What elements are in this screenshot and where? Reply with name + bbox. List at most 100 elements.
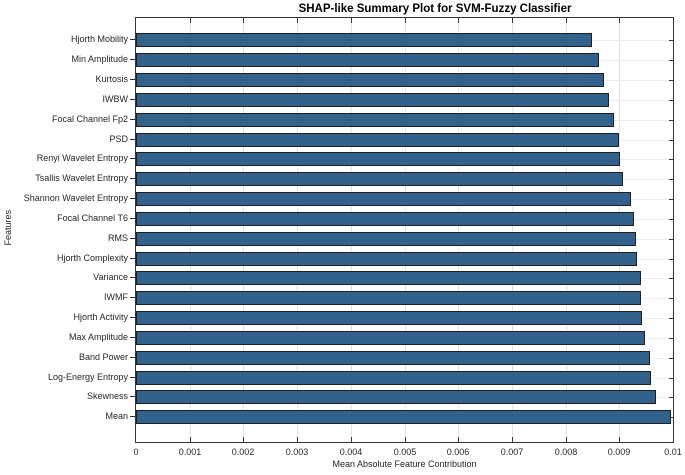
x-gridline — [405, 18, 406, 442]
y-tick-label: Log-Energy Entropy — [47, 372, 128, 382]
x-gridline — [458, 18, 459, 442]
bar — [136, 331, 645, 345]
y-axis-tick — [130, 178, 135, 179]
y-tick-label: Hjorth Activity — [73, 312, 128, 322]
x-tick-label: 0.001 — [178, 447, 202, 457]
bar — [136, 291, 641, 305]
y-axis-tick — [130, 238, 135, 239]
y-axis-tick — [669, 278, 673, 279]
y-axis-tick — [130, 396, 135, 397]
y-tick-label: Kurtosis — [95, 74, 128, 84]
y-tick-label: Mean — [105, 411, 128, 421]
x-gridline — [512, 18, 513, 442]
x-axis-tick — [566, 18, 567, 23]
bar — [136, 371, 651, 385]
bar — [136, 271, 641, 285]
y-axis-tick — [130, 198, 135, 199]
bar — [136, 172, 623, 186]
x-tick-label: 0.008 — [554, 447, 578, 457]
y-axis-tick — [669, 40, 673, 41]
y-tick-label: Shannon Wavelet Entropy — [23, 193, 128, 203]
y-tick-label: Hjorth Complexity — [56, 253, 128, 263]
x-tick-label: 0.005 — [393, 447, 417, 457]
x-tick-label: 0.006 — [446, 447, 470, 457]
bar — [136, 351, 650, 365]
bar — [136, 73, 604, 87]
x-axis-tick — [405, 18, 406, 23]
y-axis-tick — [669, 417, 673, 418]
y-axis-tick — [669, 318, 673, 319]
x-tick-label: 0.003 — [285, 447, 309, 457]
y-tick-label: IWMF — [104, 292, 128, 302]
y-tick-label: Renyi Wavelet Entropy — [36, 153, 128, 163]
bar — [136, 53, 599, 67]
bar — [136, 311, 642, 325]
y-axis-tick — [130, 277, 135, 278]
x-gridline — [297, 18, 298, 442]
y-axis-tick — [130, 377, 135, 378]
y-tick-label: Tsallis Wavelet Entropy — [35, 173, 128, 183]
y-axis-tick — [669, 397, 673, 398]
x-axis-tick — [297, 18, 298, 23]
x-tick-label: 0.002 — [231, 447, 255, 457]
bar — [136, 410, 671, 424]
bar — [136, 212, 634, 226]
y-axis-tick — [130, 218, 135, 219]
y-axis-tick — [130, 158, 135, 159]
chart-title: SHAP-like Summary Plot for SVM-Fuzzy Cla… — [298, 3, 572, 15]
bar — [136, 152, 620, 166]
y-axis-tick — [669, 378, 673, 379]
x-axis-tick — [512, 18, 513, 23]
y-tick-label: Max Amplitude — [68, 332, 128, 342]
bar — [136, 390, 656, 404]
y-tick-label: Hjorth Mobility — [70, 34, 128, 44]
y-axis-tick — [130, 337, 135, 338]
bar — [136, 192, 631, 206]
x-axis-tick — [243, 437, 244, 442]
y-axis-tick — [669, 298, 673, 299]
x-gridline — [619, 18, 620, 442]
x-axis-tick — [566, 437, 567, 442]
y-axis-tick — [669, 120, 673, 121]
x-axis-tick — [297, 437, 298, 442]
y-axis-tick — [130, 139, 135, 140]
y-axis-tick — [669, 140, 673, 141]
plot-area — [135, 17, 674, 443]
x-tick-label: 0 — [133, 447, 139, 457]
y-tick-label: PSD — [109, 134, 128, 144]
bar — [136, 113, 614, 127]
bar — [136, 33, 592, 47]
y-axis-tick — [669, 358, 673, 359]
y-axis-tick — [669, 179, 673, 180]
y-axis-tick — [130, 39, 135, 40]
y-axis-tick — [669, 219, 673, 220]
x-axis-tick — [512, 437, 513, 442]
x-axis-tick — [458, 437, 459, 442]
y-axis-tick — [669, 199, 673, 200]
y-tick-label: Min Amplitude — [71, 54, 128, 64]
y-axis-tick — [130, 59, 135, 60]
y-tick-label: Variance — [93, 272, 128, 282]
y-tick-label: IWBW — [102, 94, 129, 104]
y-tick-label: Focal Channel Fp2 — [51, 114, 128, 124]
bar — [136, 93, 609, 107]
y-axis-tick — [130, 99, 135, 100]
x-tick-label: 0.007 — [500, 447, 524, 457]
y-axis-tick — [669, 239, 673, 240]
y-axis-tick — [130, 357, 135, 358]
y-tick-label: Focal Channel T6 — [57, 213, 128, 223]
x-axis-tick — [351, 18, 352, 23]
x-gridline — [351, 18, 352, 442]
x-axis-tick — [458, 18, 459, 23]
y-axis-tick — [669, 338, 673, 339]
x-gridline — [190, 18, 191, 442]
x-tick-label: 0.004 — [339, 447, 363, 457]
x-tick-label: 0.01 — [664, 447, 682, 457]
x-axis-tick — [190, 18, 191, 23]
x-axis-tick — [351, 437, 352, 442]
x-axis-label: Mean Absolute Feature Contribution — [332, 459, 477, 469]
bar — [136, 232, 636, 246]
x-tick-label: 0.009 — [607, 447, 631, 457]
y-axis-tick — [130, 297, 135, 298]
